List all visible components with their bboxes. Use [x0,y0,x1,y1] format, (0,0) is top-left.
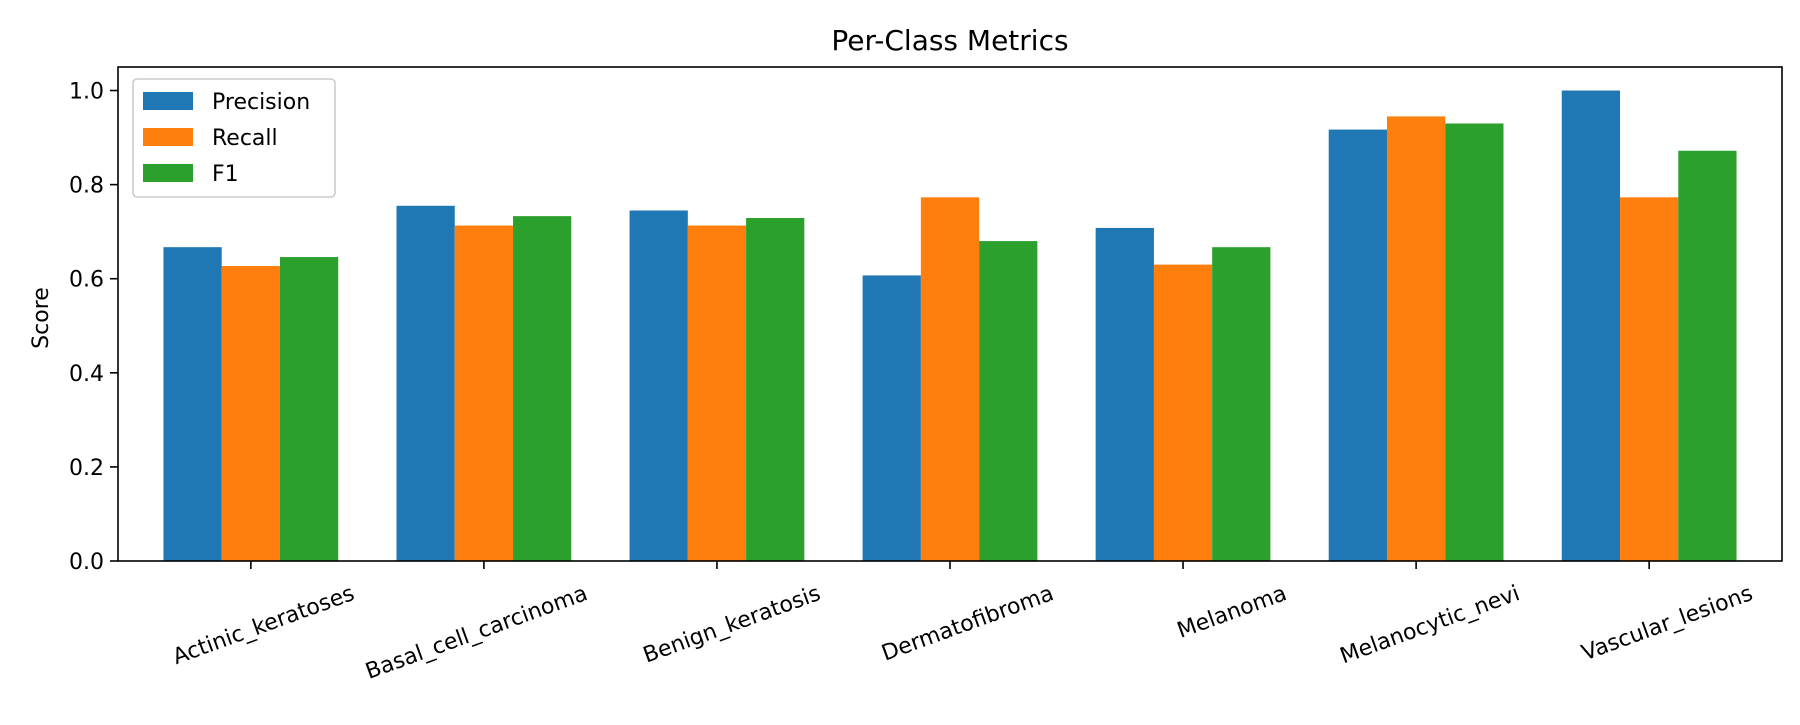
bar-precision-melanocytic_nevi [1328,129,1387,561]
y-tick-label: 0.8 [69,174,104,199]
bar-f1-vascular_lesions [1678,150,1737,562]
bar-f1-basal_cell_carcinoma [513,216,572,561]
x-tick-label: Melanocytic_nevi [1337,581,1523,669]
y-axis: 0.0 0.2 0.4 0.6 0.8 1.0 [69,80,118,575]
chart-title: Per-Class Metrics [831,24,1068,57]
x-tick-label: Benign_keratosis [640,581,824,668]
bar-precision-vascular_lesions [1561,90,1621,562]
bar-recall-basal_cell_carcinoma [454,225,514,562]
bar-recall-melanoma [1153,264,1213,561]
bar-precision-benign_keratosis [629,210,688,561]
y-tick-label: 0.6 [69,268,104,293]
bar-precision-actinic_keratoses [163,247,222,561]
legend-swatch-recall [143,128,193,146]
bar-f1-melanoma [1212,247,1271,561]
bar-recall-actinic_keratoses [221,266,280,561]
bars-group [163,90,1737,562]
legend: Precision Recall F1 [132,78,336,198]
x-axis: Actinic_keratoses Basal_cell_carcinoma Ben… [170,561,1756,685]
legend-label-precision: Precision [212,90,310,115]
x-tick-label: Basal_cell_carcinoma [362,581,591,685]
bar-f1-melanocytic_nevi [1445,123,1504,562]
bar-recall-melanocytic_nevi [1386,116,1446,562]
bar-precision-melanoma [1095,227,1154,561]
bar-f1-benign_keratosis [746,218,805,561]
bar-precision-dermatofibroma [862,275,921,561]
legend-label-f1: F1 [212,162,239,187]
y-tick-label: 0.4 [69,362,104,387]
y-tick-label: 0.0 [69,550,104,575]
x-tick-label: Actinic_keratoses [170,581,358,670]
legend-swatch-f1 [143,164,193,182]
y-tick-label: 1.0 [69,80,104,105]
bar-f1-dermatofibroma [979,241,1038,561]
plot-frame [117,66,1783,562]
x-tick-label: Vascular_lesions [1578,581,1756,666]
bar-recall-dermatofibroma [920,197,980,561]
bar-recall-vascular_lesions [1620,197,1679,561]
legend-swatch-precision [143,92,193,110]
x-tick-label: Dermatofibroma [879,581,1058,666]
y-axis-label: Score [29,287,54,349]
x-tick-label: Melanoma [1174,581,1290,644]
bar-f1-actinic_keratoses [279,257,339,561]
y-tick-label: 0.2 [69,456,104,481]
legend-label-recall: Recall [212,126,278,151]
bar-recall-benign_keratosis [687,225,747,562]
bar-precision-basal_cell_carcinoma [396,205,455,562]
